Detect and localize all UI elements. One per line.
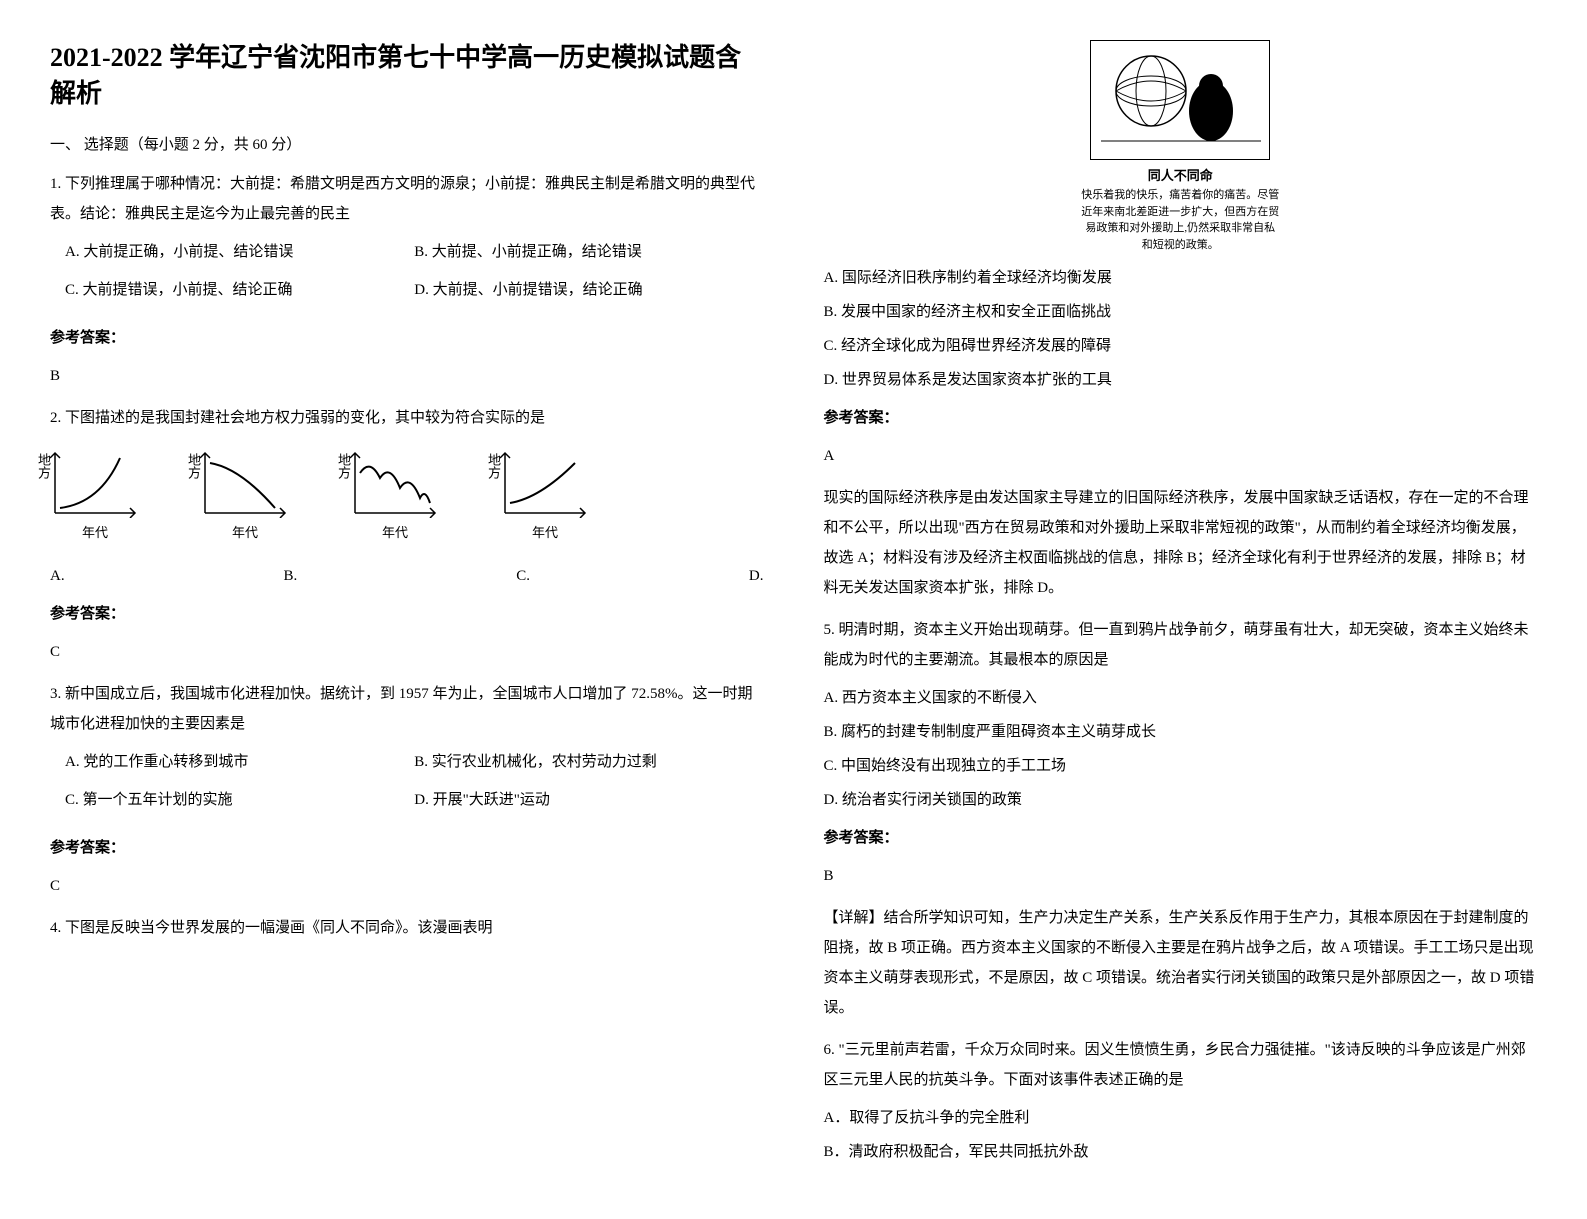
- q1-option-d: D. 大前提、小前提错误，结论正确: [414, 275, 763, 305]
- page-container: 2021-2022 学年辽宁省沈阳市第七十中学高一历史模拟试题含解析 一、 选择…: [50, 40, 1537, 1179]
- q5-text: 5. 明清时期，资本主义开始出现萌芽。但一直到鸦片战争前夕，萌芽虽有壮大，却无突…: [824, 615, 1538, 675]
- q2-text: 2. 下图描述的是我国封建社会地方权力强弱的变化，其中较为符合实际的是: [50, 403, 764, 433]
- question-3: 3. 新中国成立后，我国城市化进程加快。据统计，到 1957 年为止，全国城市人…: [50, 679, 764, 901]
- q2-charts: 地方 年代 地方: [50, 448, 764, 546]
- q2-letters: A. B. C. D.: [50, 561, 764, 591]
- q5-option-a: A. 西方资本主义国家的不断侵入: [824, 683, 1538, 713]
- q4-option-b: B. 发展中国家的经济主权和安全正面临挑战: [824, 297, 1538, 327]
- q3-option-d: D. 开展"大跃进"运动: [414, 785, 763, 815]
- q2-letter-b: B.: [284, 561, 298, 591]
- q1-text: 1. 下列推理属于哪种情况：大前提：希腊文明是西方文明的源泉；小前提：雅典民主制…: [50, 169, 764, 229]
- q4-answer: A: [824, 441, 1538, 471]
- q2-answer-label: 参考答案：: [50, 599, 764, 629]
- cartoon-caption: 快乐着我的快乐，痛苦着你的痛苦。尽管近年来南北差距进一步扩大，但西方在贸易政策和…: [1080, 187, 1280, 253]
- chart-a-xlabel: 年代: [82, 520, 108, 546]
- cartoon-container: 同人不同命 快乐着我的快乐，痛苦着你的痛苦。尽管近年来南北差距进一步扩大，但西方…: [1080, 40, 1280, 253]
- q1-answer-label: 参考答案：: [50, 323, 764, 353]
- q2-answer: C: [50, 637, 764, 667]
- q5-option-d: D. 统治者实行闭关锁国的政策: [824, 785, 1538, 815]
- q4-option-a: A. 国际经济旧秩序制约着全球经济均衡发展: [824, 263, 1538, 293]
- chart-b-xlabel: 年代: [232, 520, 258, 546]
- chart-b: 地方 年代: [200, 448, 290, 546]
- right-column: 同人不同命 快乐着我的快乐，痛苦着你的痛苦。尽管近年来南北差距进一步扩大，但西方…: [824, 40, 1538, 1179]
- q1-option-a: A. 大前提正确，小前提、结论错误: [65, 237, 414, 267]
- q3-answer-label: 参考答案：: [50, 833, 764, 863]
- q6-option-b: B．清政府积极配合，军民共同抵抗外敌: [824, 1137, 1538, 1167]
- question-4-body: A. 国际经济旧秩序制约着全球经济均衡发展 B. 发展中国家的经济主权和安全正面…: [824, 263, 1538, 603]
- question-1: 1. 下列推理属于哪种情况：大前提：希腊文明是西方文明的源泉；小前提：雅典民主制…: [50, 169, 764, 391]
- q3-options: A. 党的工作重心转移到城市 B. 实行农业机械化，农村劳动力过剩 C. 第一个…: [65, 747, 764, 823]
- chart-d-xlabel: 年代: [532, 520, 558, 546]
- q5-option-b: B. 腐朽的封建专制制度严重阻碍资本主义萌芽成长: [824, 717, 1538, 747]
- q6-text: 6. "三元里前声若雷，千众万众同时来。因义生愤愤生勇，乡民合力强徒摧。"该诗反…: [824, 1035, 1538, 1095]
- q1-options: A. 大前提正确，小前提、结论错误 B. 大前提、小前提正确，结论错误 C. 大…: [65, 237, 764, 313]
- q2-letter-d: D.: [749, 561, 764, 591]
- q5-option-c: C. 中国始终没有出现独立的手工工场: [824, 751, 1538, 781]
- q6-option-a: A．取得了反抗斗争的完全胜利: [824, 1103, 1538, 1133]
- q3-option-a: A. 党的工作重心转移到城市: [65, 747, 414, 777]
- cartoon-image: [1090, 40, 1270, 160]
- q4-text: 4. 下图是反映当今世界发展的一幅漫画《同人不同命》。该漫画表明: [50, 913, 764, 943]
- left-column: 2021-2022 学年辽宁省沈阳市第七十中学高一历史模拟试题含解析 一、 选择…: [50, 40, 764, 1179]
- q4-explanation: 现实的国际经济秩序是由发达国家主导建立的旧国际经济秩序，发展中国家缺乏话语权，存…: [824, 483, 1538, 603]
- chart-c-xlabel: 年代: [382, 520, 408, 546]
- q3-text: 3. 新中国成立后，我国城市化进程加快。据统计，到 1957 年为止，全国城市人…: [50, 679, 764, 739]
- chart-c: 地方 年代: [350, 448, 440, 546]
- q3-option-c: C. 第一个五年计划的实施: [65, 785, 414, 815]
- cartoon-title: 同人不同命: [1080, 165, 1280, 184]
- q4-answer-label: 参考答案：: [824, 403, 1538, 433]
- exam-title: 2021-2022 学年辽宁省沈阳市第七十中学高一历史模拟试题含解析: [50, 40, 764, 113]
- q1-option-c: C. 大前提错误，小前提、结论正确: [65, 275, 414, 305]
- q4-option-c: C. 经济全球化成为阻碍世界经济发展的障碍: [824, 331, 1538, 361]
- q3-option-b: B. 实行农业机械化，农村劳动力过剩: [414, 747, 763, 777]
- q4-option-d: D. 世界贸易体系是发达国家资本扩张的工具: [824, 365, 1538, 395]
- q2-letter-c: C.: [516, 561, 530, 591]
- q3-answer: C: [50, 871, 764, 901]
- q5-explanation: 【详解】结合所学知识可知，生产力决定生产关系，生产关系反作用于生产力，其根本原因…: [824, 903, 1538, 1023]
- q5-answer: B: [824, 861, 1538, 891]
- section-header: 一、 选择题（每小题 2 分，共 60 分）: [50, 133, 764, 154]
- question-4-intro: 4. 下图是反映当今世界发展的一幅漫画《同人不同命》。该漫画表明: [50, 913, 764, 943]
- q2-letter-a: A.: [50, 561, 65, 591]
- question-6: 6. "三元里前声若雷，千众万众同时来。因义生愤愤生勇，乡民合力强徒摧。"该诗反…: [824, 1035, 1538, 1167]
- chart-a: 地方 年代: [50, 448, 140, 546]
- q5-answer-label: 参考答案：: [824, 823, 1538, 853]
- q1-answer: B: [50, 361, 764, 391]
- question-5: 5. 明清时期，资本主义开始出现萌芽。但一直到鸦片战争前夕，萌芽虽有壮大，却无突…: [824, 615, 1538, 1023]
- q1-option-b: B. 大前提、小前提正确，结论错误: [414, 237, 763, 267]
- question-2: 2. 下图描述的是我国封建社会地方权力强弱的变化，其中较为符合实际的是 地方: [50, 403, 764, 667]
- chart-d: 地方 年代: [500, 448, 590, 546]
